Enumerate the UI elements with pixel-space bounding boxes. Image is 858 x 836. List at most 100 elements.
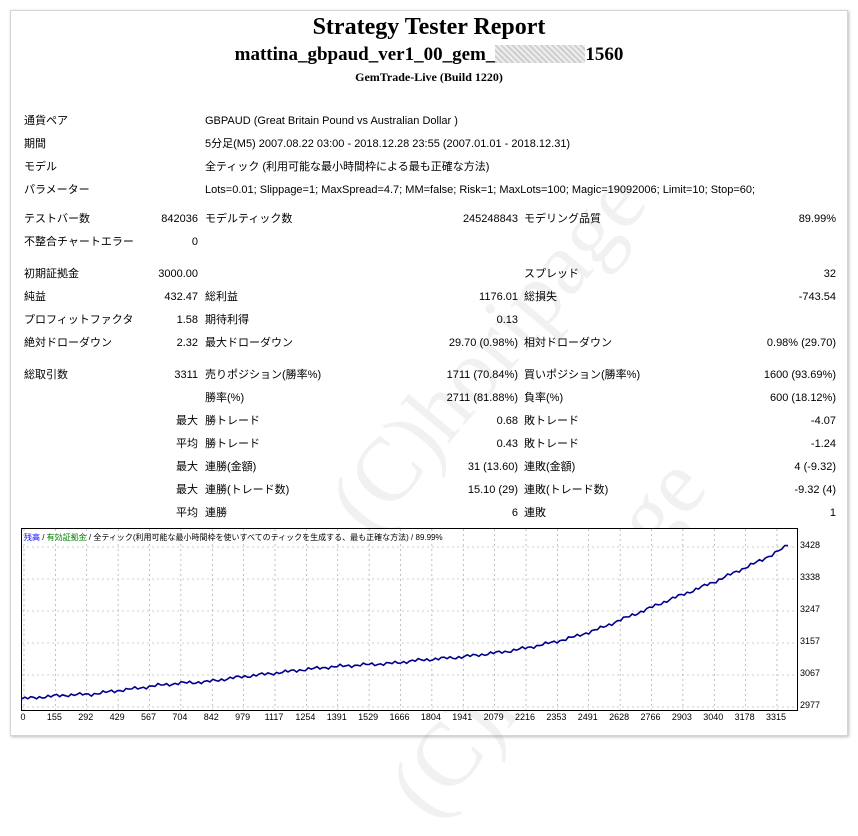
bars-label: テストバー数	[24, 213, 90, 225]
max-dd-value: 29.70 (0.98%)	[448, 337, 518, 349]
x-tick-label: 1941	[452, 712, 473, 722]
total-value: 3311	[174, 369, 198, 381]
ticks-value: 245248843	[462, 213, 518, 225]
x-tick-label: 2628	[609, 712, 630, 722]
x-tick-label: 842	[203, 712, 219, 722]
net-value: 432.47	[164, 291, 198, 303]
quality-label: モデリング品質	[524, 213, 601, 225]
total-label: 総取引数	[24, 369, 68, 381]
params-label: パラメーター	[24, 184, 90, 196]
gross-loss-value: -743.54	[798, 291, 836, 303]
expected-label: 期待利得	[205, 314, 249, 326]
cons-loss-amt-value: 4 (-9.32)	[794, 461, 836, 473]
subtitle-prefix: mattina_gbpaud_ver1_00_gem_	[234, 44, 496, 65]
x-tick-label: 2216	[514, 712, 536, 722]
x-tick-label: 2353	[546, 712, 567, 722]
y-tick-label: 3428	[800, 540, 821, 550]
largest-win-label: 勝トレード	[205, 415, 260, 427]
cons-win-cnt-value: 15.10 (29)	[467, 484, 518, 496]
subtitle-suffix: 1560	[585, 44, 624, 65]
win-value: 2711 (81.88%)	[446, 392, 518, 404]
spread-value: 32	[823, 268, 836, 280]
balance-chart	[21, 528, 798, 711]
net-label: 純益	[24, 291, 46, 303]
cons-loss-cnt-label: 連敗(トレード数)	[524, 484, 609, 496]
x-tick-label: 1529	[358, 712, 379, 722]
avg-loss-value: -1.24	[810, 438, 836, 450]
x-tick-label: 3178	[734, 712, 755, 722]
y-tick-label: 3157	[800, 636, 821, 646]
win-label: 勝率(%)	[205, 392, 245, 404]
pf-label: プロフィットファクタ	[24, 314, 134, 326]
loss-value: 600 (18.12%)	[769, 392, 836, 404]
loss-label: 負率(%)	[524, 392, 564, 404]
cons-loss-amt-label: 連敗(金額)	[524, 461, 576, 473]
legend-margin: 有効証拠金	[46, 533, 87, 542]
gross-profit-label: 総利益	[205, 291, 238, 303]
build-info: GemTrade-Live (Build 1220)	[355, 70, 503, 84]
y-tick-label: 3067	[800, 668, 821, 678]
gross-profit-value: 1176.01	[479, 291, 518, 303]
spread-label: スプレッド	[524, 268, 579, 280]
deposit-value: 3000.00	[158, 268, 198, 280]
legend-sep: /	[40, 533, 47, 542]
x-tick-label: 1666	[389, 712, 410, 722]
cons-win-amt-label: 連勝(金額)	[205, 461, 257, 473]
legend-balance: 残高	[24, 533, 40, 542]
avg-cons-loss-value: 1	[829, 507, 836, 519]
largest-loss-label: 敗トレード	[524, 415, 579, 427]
largest-win-value: 0.68	[496, 415, 518, 427]
abs-dd-value: 2.32	[176, 337, 198, 349]
long-label: 買いポジション(勝率%)	[524, 369, 641, 381]
legend-sep: /	[86, 533, 94, 542]
expected-value: 0.13	[496, 314, 518, 326]
long-value: 1600 (93.69%)	[763, 369, 836, 381]
largest-loss-value: -4.07	[810, 415, 836, 427]
abs-dd-label: 絶対ドローダウン	[24, 337, 112, 349]
model-value: 全ティック (利用可能な最小時間枠による最も正確な方法)	[205, 161, 490, 173]
avg-win-value: 0.43	[496, 438, 518, 450]
x-tick-label: 2903	[671, 712, 692, 722]
redacted-block	[495, 45, 586, 63]
short-value: 1711 (70.84%)	[446, 369, 518, 381]
bars-value: 842036	[161, 213, 198, 225]
ticks-label: モデルティック数	[205, 213, 293, 225]
y-tick-label: 2977	[800, 700, 821, 710]
avg-cons-loss-label: 連敗	[524, 507, 546, 519]
balance-series-line	[22, 544, 789, 700]
x-tick-label: 1391	[326, 712, 347, 722]
avg-word: 平均	[176, 507, 198, 519]
x-tick-label: 1117	[264, 712, 284, 722]
quality-value: 89.99%	[798, 213, 836, 225]
report-title: Strategy Tester Report	[312, 14, 546, 40]
short-label: 売りポジション(勝率%)	[205, 369, 322, 381]
cons-win-cnt-label: 連勝(トレード数)	[205, 484, 290, 496]
mismatch-value: 0	[191, 236, 198, 248]
rel-dd-label: 相対ドローダウン	[524, 337, 612, 349]
avg-word: 平均	[176, 438, 198, 450]
params-value: Lots=0.01; Slippage=1; MaxSpread=4.7; MM…	[205, 184, 756, 196]
report-subtitle: mattina_gbpaud_ver1_00_gem_ 1560	[0, 44, 858, 66]
mismatch-label: 不整合チャートエラー	[24, 236, 134, 248]
x-tick-label: 2079	[483, 712, 504, 722]
max-word: 最大	[176, 461, 198, 473]
max-word: 最大	[176, 415, 198, 427]
period-label: 期間	[24, 138, 46, 150]
x-tick-label: 2766	[640, 712, 661, 722]
pf-value: 1.58	[176, 314, 198, 326]
pair-value: GBPAUD (Great Britain Pound vs Australia…	[205, 115, 458, 127]
avg-cons-win-value: 6	[511, 507, 518, 519]
x-tick-label: 3315	[765, 712, 787, 722]
avg-cons-win-label: 連勝	[205, 507, 227, 519]
x-tick-label: 567	[140, 712, 157, 722]
x-tick-label: 155	[46, 712, 62, 722]
y-tick-label: 3247	[800, 604, 821, 614]
x-tick-label: 0	[20, 712, 26, 722]
rel-dd-value: 0.98% (29.70)	[766, 337, 836, 349]
model-label: モデル	[24, 161, 57, 173]
cons-win-amt-value: 31 (13.60)	[467, 461, 518, 473]
gross-loss-label: 総損失	[524, 291, 557, 303]
y-tick-label: 3338	[800, 572, 821, 582]
x-tick-label: 429	[109, 712, 125, 722]
avg-loss-label: 敗トレード	[524, 438, 579, 450]
